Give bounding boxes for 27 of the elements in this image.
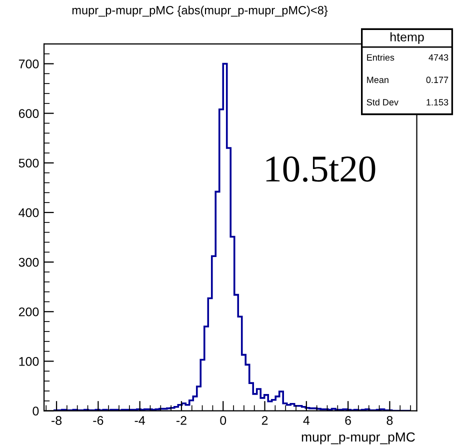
y-tick-label: 500 [18,158,39,168]
text: 0.177 [426,76,448,84]
y-tick-label: 400 [18,208,39,218]
x-tick-label: 0 [220,416,226,425]
text: 1.153 [426,99,448,106]
chart-title: mupr_p-mupr_pMC {abs(mupr_p-mupr_pMC)<8} [72,6,328,17]
annotation: Mean [367,76,388,84]
x-tick-label: 8 [386,416,393,425]
x-tick-label: 6 [345,416,351,425]
annotation: htemp [390,32,424,44]
y-tick-label: 200 [18,307,39,316]
y-tick-label: 600 [18,109,39,118]
annotation: 10.5t20 [266,156,376,182]
annotation: Entries [367,54,394,61]
x-tick-label: -4 [134,416,146,425]
annotation: Std Dev [366,98,398,106]
y-tick-label: 100 [19,357,39,366]
y-tick-label: 300 [18,258,39,267]
y-tick-label: 700 [18,60,39,68]
x-tick-label: -8 [52,416,62,425]
x-axis-title: mupr_p-mupr_pMC [302,432,415,444]
text: 4743 [428,54,448,61]
x-tick-label: 2 [262,416,268,425]
x-tick-label: -2 [176,416,186,425]
y-tick-label: 0 [32,406,39,416]
x-tick-label: -6 [93,416,104,425]
x-tick-label: 4 [303,416,310,425]
